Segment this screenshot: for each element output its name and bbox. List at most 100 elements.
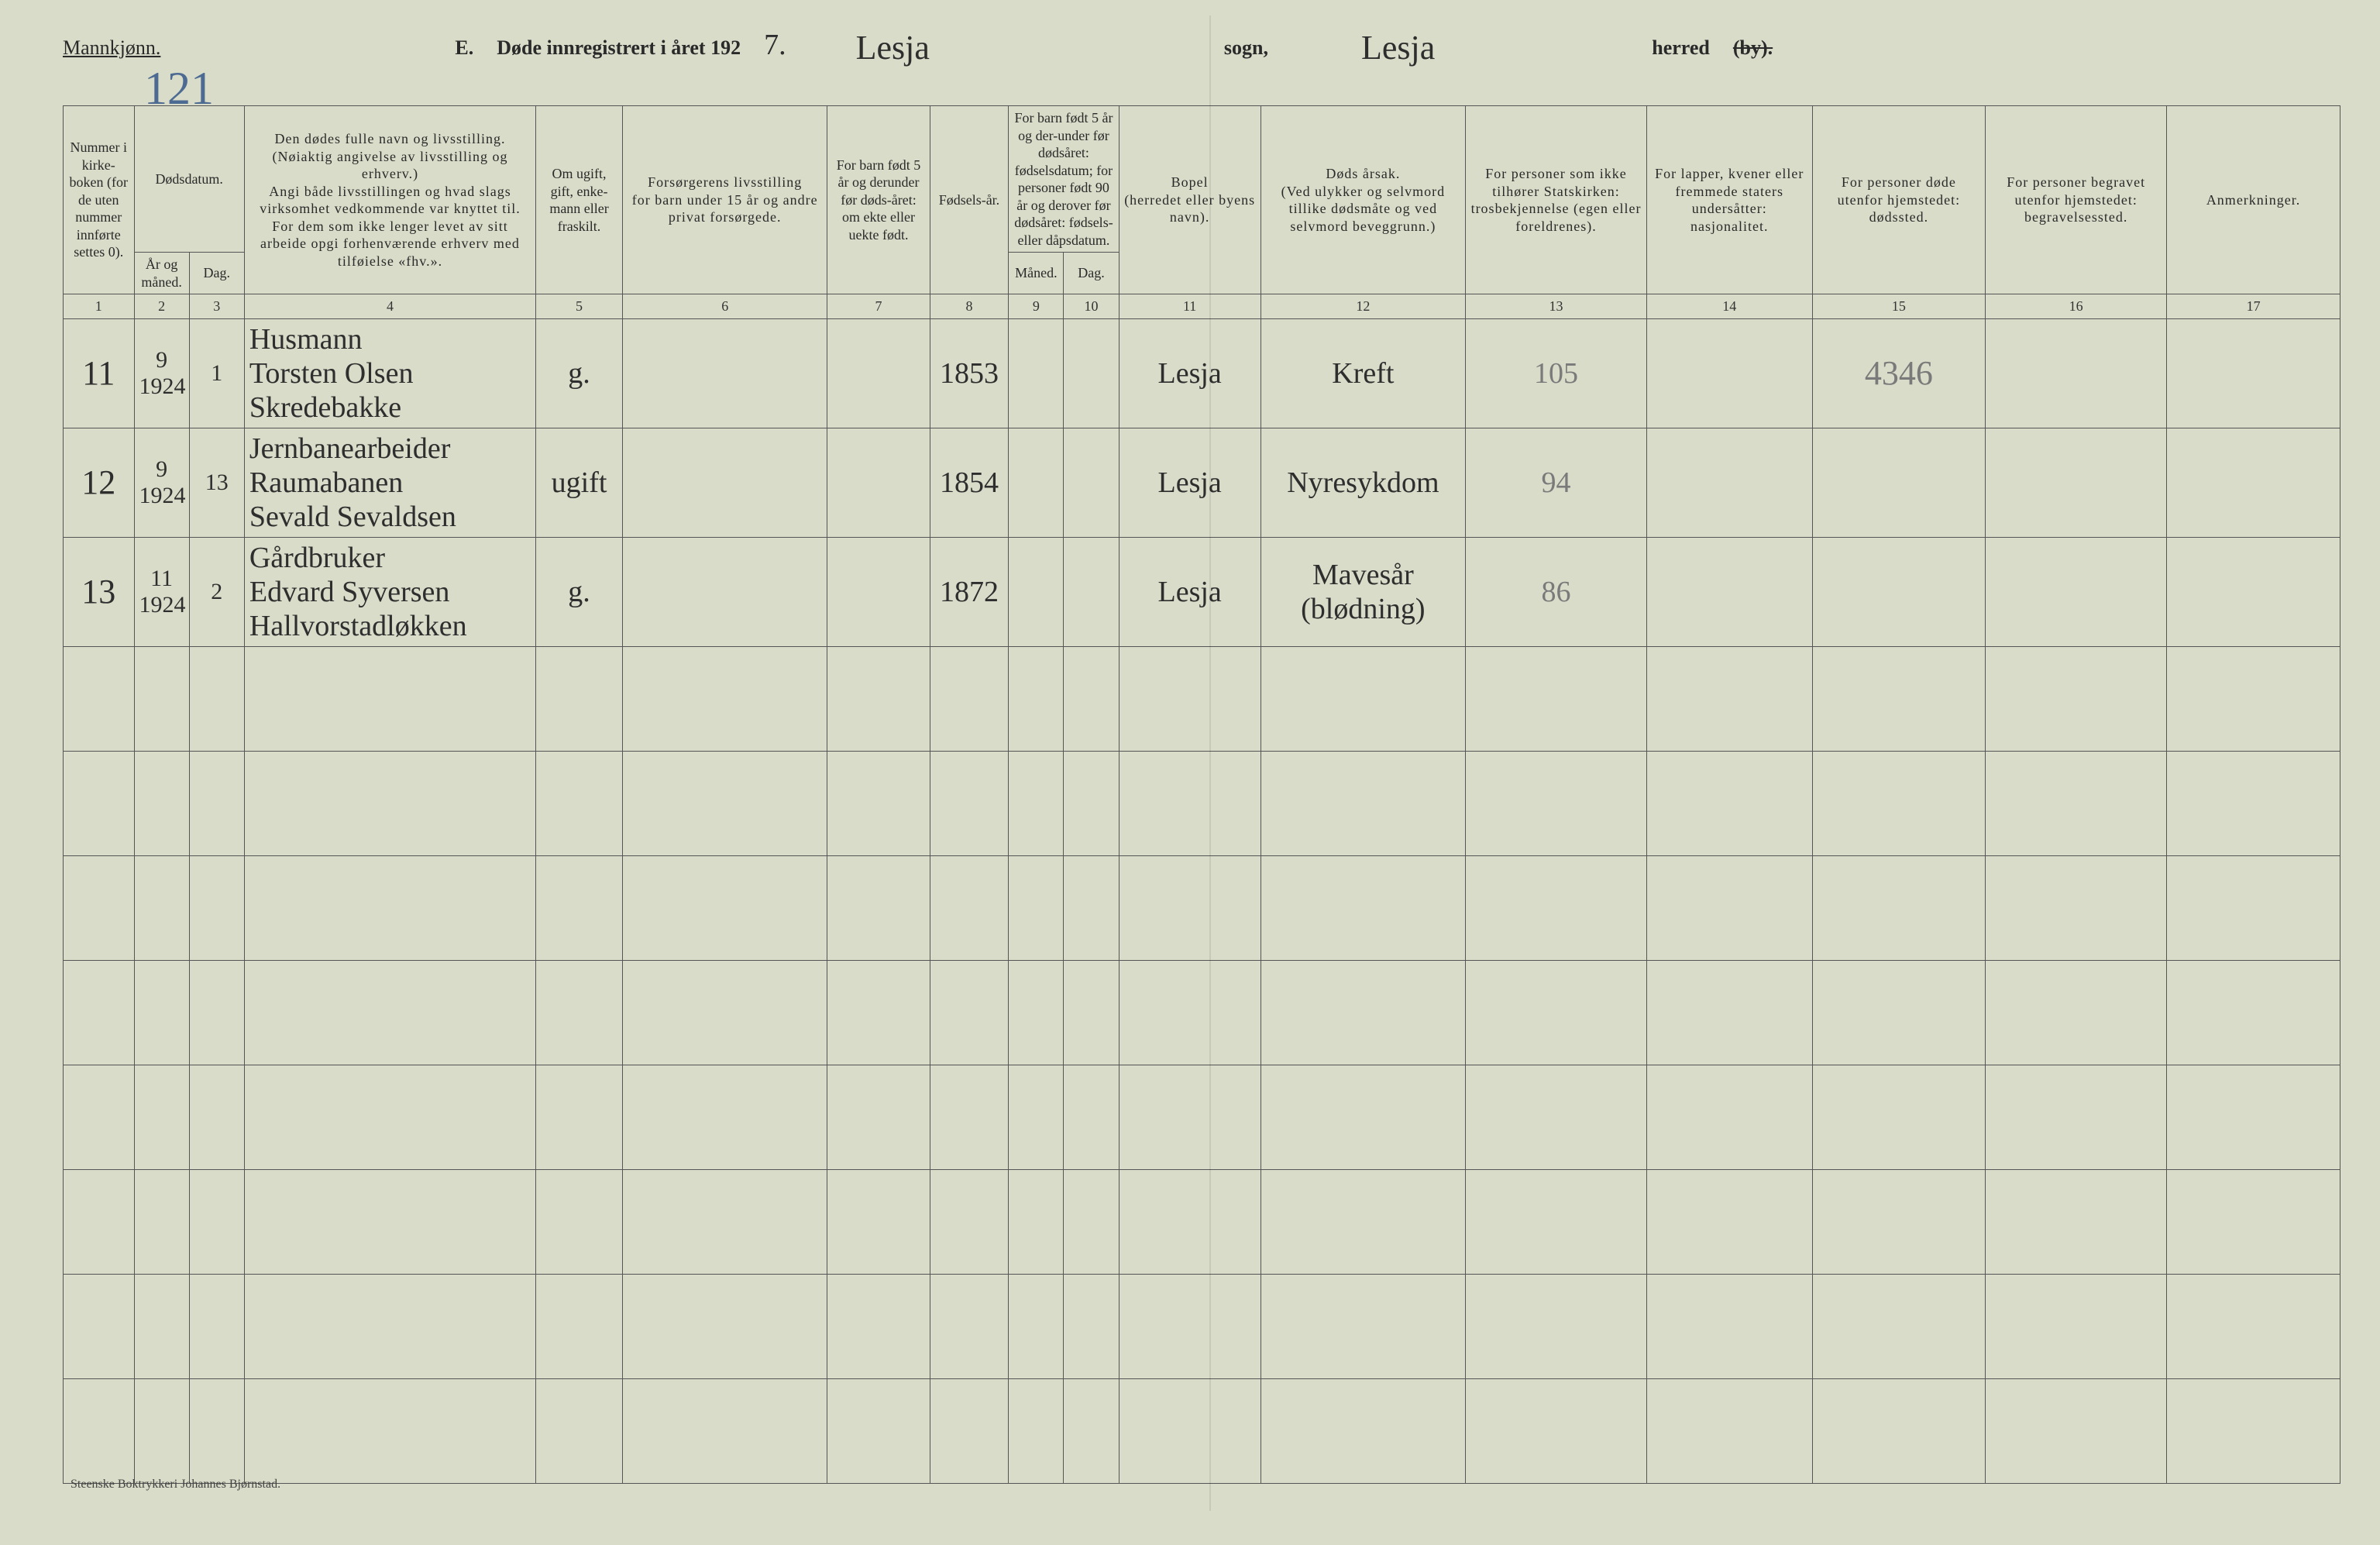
column-number-row: 1234567891011121314151617 [64, 294, 2340, 319]
by-struck: (by). [1733, 36, 1773, 60]
sogn-label: sogn, [1224, 36, 1268, 60]
col-2-3-top: Dødsdatum. [134, 106, 244, 253]
empty-cell [2167, 752, 2340, 856]
empty-cell [536, 1065, 623, 1170]
empty-cell [1986, 1065, 2167, 1170]
table-row: 1311 19242Gårdbruker Edvard Syversen Hal… [64, 538, 2340, 647]
col-17 [2167, 538, 2340, 647]
empty-cell [134, 1275, 189, 1379]
empty-cell [1812, 1065, 1986, 1170]
empty-cell [1119, 647, 1261, 752]
empty-cell [1986, 1170, 2167, 1275]
col-5-header: Om ugift, gift, enke-mann eller fraskilt… [536, 106, 623, 294]
column-number: 11 [1119, 294, 1261, 319]
empty-cell [1812, 1275, 1986, 1379]
col-1-header: Nummer i kirke-boken (for de uten nummer… [64, 106, 135, 294]
empty-cell [244, 752, 535, 856]
birth-day [1064, 428, 1119, 538]
residence: Lesja [1119, 538, 1261, 647]
legitimacy-col [827, 319, 930, 428]
table-row-empty [64, 1379, 2340, 1484]
column-number: 5 [536, 294, 623, 319]
empty-cell [1646, 752, 1812, 856]
empty-cell [2167, 1170, 2340, 1275]
residence: Lesja [1119, 319, 1261, 428]
name-occupation: Husmann Torsten Olsen Skredebakke [244, 319, 535, 428]
column-number: 3 [189, 294, 244, 319]
empty-cell [134, 647, 189, 752]
gender-label: Mannkjønn. [63, 36, 160, 60]
column-number: 1 [64, 294, 135, 319]
col-17-header: Anmerkninger. [2167, 106, 2340, 294]
empty-cell [1261, 1379, 1465, 1484]
column-number: 2 [134, 294, 189, 319]
empty-cell [827, 1275, 930, 1379]
empty-cell [1986, 856, 2167, 961]
empty-cell [64, 1170, 135, 1275]
cause-of-death: Mavesår (blødning) [1261, 538, 1465, 647]
table-row: 119 19241Husmann Torsten Olsen Skredebak… [64, 319, 2340, 428]
empty-cell [1261, 1275, 1465, 1379]
empty-cell [189, 1275, 244, 1379]
empty-cell [827, 647, 930, 752]
page-fold [1209, 15, 1211, 1511]
col-13-header: For personer som ikke tilhører Statskirk… [1466, 106, 1647, 294]
year-digit: 7. [764, 28, 786, 62]
empty-cell [1986, 752, 2167, 856]
table-row-empty [64, 856, 2340, 961]
col-13: 86 [1466, 538, 1647, 647]
empty-cell [1009, 752, 1064, 856]
column-number: 14 [1646, 294, 1812, 319]
empty-cell [244, 1379, 535, 1484]
empty-cell [622, 752, 827, 856]
col-15 [1812, 538, 1986, 647]
empty-cell [1009, 1379, 1064, 1484]
birth-month [1009, 428, 1064, 538]
table-row-empty [64, 1170, 2340, 1275]
empty-cell [1119, 1065, 1261, 1170]
empty-cell [622, 961, 827, 1065]
col-4-header: Den dødes fulle navn og livsstilling. (N… [244, 106, 535, 294]
empty-cell [244, 1170, 535, 1275]
empty-cell [1064, 752, 1119, 856]
column-number: 13 [1466, 294, 1647, 319]
column-number: 10 [1064, 294, 1119, 319]
col-14-header: For lapper, kvener eller fremmede stater… [1646, 106, 1812, 294]
birth-month [1009, 538, 1064, 647]
title-prefix: Døde innregistrert i året 192 [497, 36, 741, 60]
empty-cell [1064, 1170, 1119, 1275]
empty-cell [1466, 856, 1647, 961]
death-day: 1 [189, 319, 244, 428]
empty-cell [1646, 856, 1812, 961]
empty-cell [930, 856, 1009, 961]
empty-cell [1646, 1379, 1812, 1484]
empty-cell [930, 961, 1009, 1065]
death-day: 2 [189, 538, 244, 647]
empty-cell [1009, 961, 1064, 1065]
empty-cell [1261, 1065, 1465, 1170]
entry-number: 13 [64, 538, 135, 647]
empty-cell [1009, 647, 1064, 752]
empty-cell [1261, 647, 1465, 752]
empty-cell [930, 1170, 1009, 1275]
empty-cell [1986, 1275, 2167, 1379]
empty-cell [1646, 647, 1812, 752]
marital-status: g. [536, 319, 623, 428]
register-sheet: Mannkjønn. E. Døde innregistrert i året … [16, 15, 2364, 1511]
empty-cell [827, 856, 930, 961]
empty-cell [1064, 856, 1119, 961]
empty-cell [1261, 961, 1465, 1065]
table-row: 129 192413Jernbanearbeider Raumabanen Se… [64, 428, 2340, 538]
empty-cell [1064, 1275, 1119, 1379]
provider-col [622, 319, 827, 428]
empty-cell [2167, 961, 2340, 1065]
empty-cell [1466, 752, 1647, 856]
empty-cell [1064, 647, 1119, 752]
empty-cell [244, 647, 535, 752]
table-row-empty [64, 647, 2340, 752]
legitimacy-col [827, 538, 930, 647]
empty-cell [64, 961, 135, 1065]
empty-cell [1466, 1379, 1647, 1484]
marital-status: g. [536, 538, 623, 647]
table-row-empty [64, 961, 2340, 1065]
